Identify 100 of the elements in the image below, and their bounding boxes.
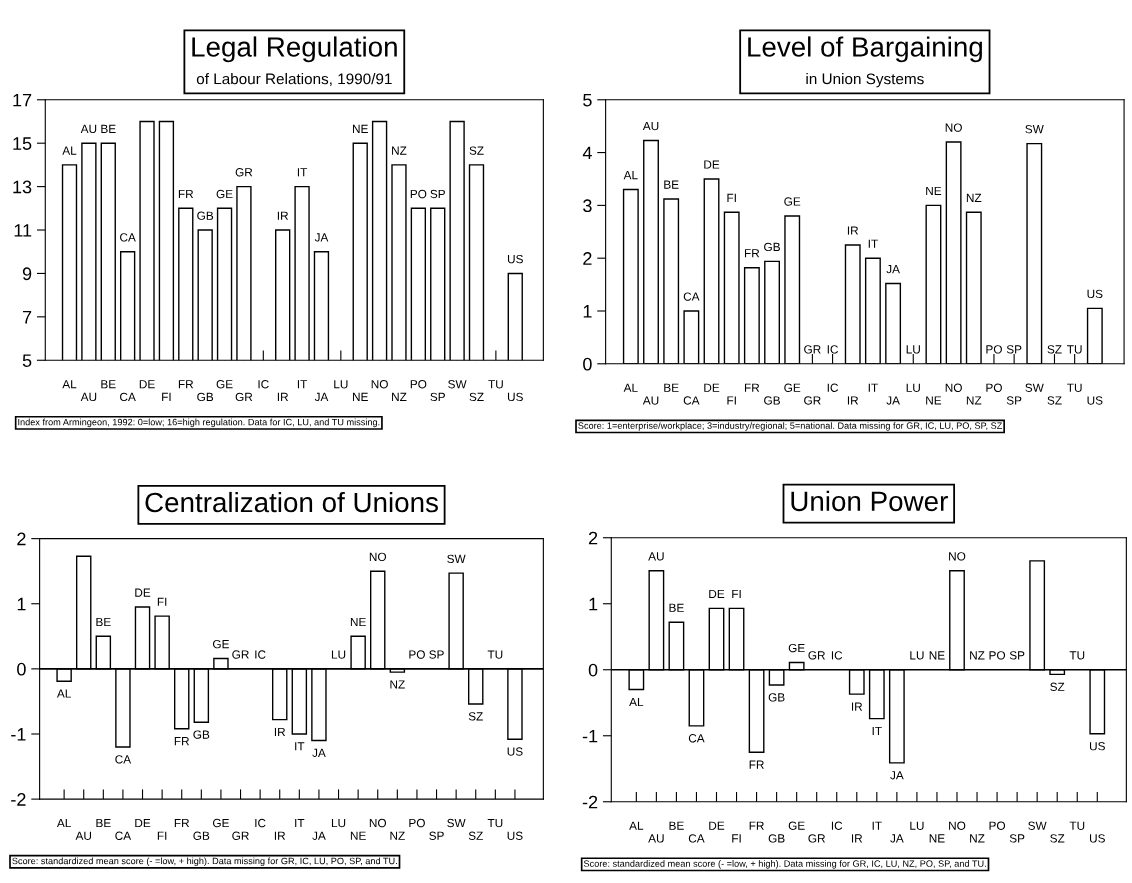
y-tick-label: 0 [17,662,26,676]
x-tick-label: DE [704,383,720,392]
y-tick-label: 5 [583,93,592,107]
x-tick-label: NZ [392,392,407,401]
data-label: FR [749,760,764,769]
text: LU [906,345,920,354]
data-label: GB [768,693,785,702]
y-tick-label: 3 [583,199,592,213]
x-tick-label: AU [75,831,92,840]
x-tick-label: AL [56,818,71,828]
data-label: AL [56,689,71,698]
x-tick-label: GB [764,396,780,405]
x-tick-label: SW [447,818,466,828]
text: IC [831,651,843,660]
x-tick-label: IT [297,380,308,389]
text: GR [232,650,249,659]
data-label: IT [297,168,308,177]
y-tick-label: -1 [11,728,26,741]
text: SZ [1047,345,1062,354]
x-tick-label: SZ [469,392,484,402]
y-tick-label: 9 [22,267,32,281]
y-tick-label: 0 [583,357,592,371]
data-label: AU [648,552,664,561]
data-label: AL [62,146,77,155]
y-tick-label: 13 [13,180,32,194]
data-label: NO [369,552,387,562]
data-label: NO [949,552,966,561]
x-tick-label: GB [197,392,214,402]
y-tick-label: -1 [582,729,598,743]
x-tick-label: SP [430,392,445,402]
x-tick-label: CA [683,396,700,405]
text: TU [1067,345,1082,354]
x-tick-label: SZ [1047,396,1062,405]
data-label: JA [890,771,904,780]
x-tick-label: US [1089,834,1105,843]
data-label: US [1089,742,1105,751]
data-label: FI [727,193,736,202]
data-label: CA [683,292,700,301]
x-tick-label: NE [929,834,945,843]
data-label: BE [96,617,111,627]
x-tick-label: BE [669,821,684,830]
text: Score: standardized mean score (- =low, + high). Data missing for GR, IC, LU, PO, SP, and TU. [12,857,397,866]
data-label: GE [784,197,801,206]
text: IC [827,345,839,354]
x-tick-label: DE [139,380,155,389]
x-tick-label: SW [1028,821,1047,830]
x-tick-label: GE [784,383,801,392]
text: PO [989,651,1006,660]
text: LU [910,651,924,660]
x-tick-label: SP [1009,834,1025,843]
x-tick-label: US [1087,396,1103,405]
data-label: CA [120,233,136,242]
x-tick-label: FR [174,818,190,828]
data-label: SW [1025,124,1044,134]
x-tick-label: IC [255,818,266,828]
data-label: GB [193,730,210,739]
y-tick-label: -2 [11,793,26,806]
x-tick-label: BE [664,383,679,392]
data-label: NE [350,617,366,627]
x-tick-label: IT [872,821,882,830]
data-label: IR [851,702,863,711]
x-tick-label: BE [101,380,116,389]
y-tick-label: 15 [13,137,32,150]
x-tick-label: US [507,831,523,840]
x-tick-label: TU [488,380,503,389]
x-tick-label: LU [906,383,920,392]
data-label: FR [744,249,760,258]
data-label: GB [764,242,780,252]
x-tick-label: FR [749,821,764,830]
y-tick-label: 0 [588,663,598,677]
x-tick-label: LU [331,818,346,828]
x-tick-label: LU [334,380,348,389]
x-tick-label: NE [350,831,366,840]
data-label: NZ [390,680,405,689]
text: GR [808,651,826,660]
y-tick-label: 11 [14,224,32,237]
data-label: GE [216,189,233,199]
x-tick-label: GR [232,831,249,840]
data-label: DE [135,588,151,597]
chart-title: Union Power [791,490,948,512]
data-label: SZ [469,146,484,155]
x-tick-label: IT [295,818,305,828]
x-tick-label: GE [788,821,805,830]
data-label: AU [80,124,97,134]
text: PO [986,345,1002,354]
text: LU [331,650,346,659]
data-label: GE [212,639,229,649]
x-tick-label: GE [212,818,229,828]
chart-title: Legal Regulation [192,36,397,63]
x-tick-label: GR [804,396,821,405]
data-label: NO [945,123,962,132]
text: TU [487,650,503,659]
data-label: AL [623,171,638,180]
data-label: FI [732,589,741,598]
text: NZ [970,651,985,660]
data-label: US [507,254,523,264]
x-tick-label: NO [369,818,387,828]
x-tick-label: IR [277,392,289,401]
data-label: SZ [1050,682,1065,691]
text: PO [409,650,425,659]
